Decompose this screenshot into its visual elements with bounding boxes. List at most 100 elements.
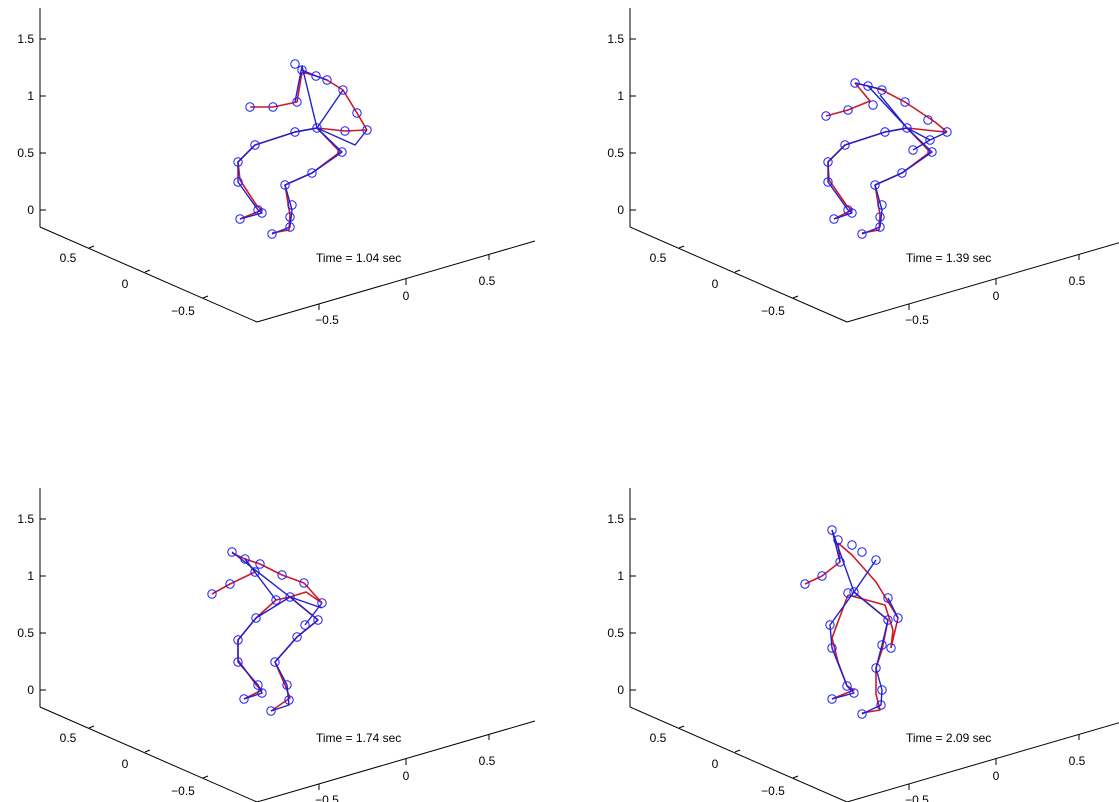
z-tick-label: 0 (617, 203, 624, 217)
blue-bone (831, 529, 855, 593)
joint-marker (823, 157, 833, 167)
y-axis-line (39, 226, 258, 323)
y-axis-line (629, 706, 848, 802)
joint-marker (902, 123, 912, 133)
y-tick (734, 749, 741, 753)
z-tick-label: 0.5 (17, 146, 34, 160)
joint-marker (257, 208, 267, 218)
joint-marker (290, 59, 300, 69)
joint-marker (850, 78, 860, 88)
blue-skeleton (827, 82, 948, 235)
joint-marker (870, 180, 880, 190)
z-tick-label: 0.5 (607, 146, 624, 160)
subplot-time-2-09: Time = 2.09 sec 0 0.5 1 1.5 0.5 0 −0.5 −0.5 0 0.5 (607, 488, 1119, 802)
y-tick-label: −0.5 (171, 304, 195, 318)
y-tick (678, 725, 685, 729)
blue-bone (827, 131, 886, 220)
joint-marker (282, 680, 292, 690)
joint-marker (849, 688, 859, 698)
z-tick-label: 0.5 (607, 626, 624, 640)
subplot-time-1-39: Time = 1.39 sec 0 0.5 1 1.5 0.5 0 −0.5 −0.5 0 0.5 (607, 8, 1119, 327)
blue-bone (912, 139, 931, 151)
joint-marker (835, 557, 845, 567)
joint-marker (877, 685, 887, 695)
blue-bone (231, 551, 291, 598)
y-tick (734, 269, 741, 273)
joint-marker (255, 559, 265, 569)
x-tick-label: −0.5 (315, 793, 339, 802)
z-tick-label: 1 (617, 89, 624, 103)
joint-markers (233, 59, 372, 239)
red-bone (833, 205, 853, 220)
y-tick-label: −0.5 (761, 304, 785, 318)
joint-marker (833, 535, 843, 545)
joint-marker (863, 81, 873, 91)
time-label: Time = 1.39 sec (906, 251, 991, 265)
joint-marker (307, 168, 317, 178)
y-axis-line (39, 706, 258, 802)
blue-bone (301, 65, 318, 129)
joint-marker (871, 555, 881, 565)
joint-marker (900, 97, 910, 107)
joint-marker (883, 593, 893, 603)
joint-marker (233, 177, 243, 187)
blue-bone (294, 127, 318, 133)
z-tick-label: 0 (27, 683, 34, 697)
joint-marker (270, 657, 280, 667)
blue-skeleton (237, 65, 368, 235)
joint-marker (267, 229, 277, 239)
x-tick-label: 0.5 (479, 274, 496, 288)
blue-bone (289, 596, 323, 609)
joint-marker (825, 620, 835, 630)
joint-marker (312, 123, 322, 133)
joint-marker (827, 643, 837, 653)
joint-marker (827, 525, 837, 535)
joint-marker (297, 65, 307, 75)
joint-marker (233, 635, 243, 645)
blue-bone (237, 617, 263, 700)
blue-bone (271, 127, 343, 235)
blue-bone (831, 529, 841, 563)
x-tick-label: 0 (403, 769, 410, 783)
joint-marker (266, 706, 276, 716)
joint-marker (285, 592, 295, 602)
red-bone (825, 82, 871, 117)
y-tick (202, 295, 209, 299)
joint-marker (322, 75, 332, 85)
time-label: Time = 2.09 sec (906, 731, 991, 745)
blue-bone (884, 127, 908, 133)
joint-marker (362, 125, 372, 135)
joint-marker (847, 540, 857, 550)
blue-bone (887, 597, 899, 619)
joint-marker (897, 168, 907, 178)
y-tick (144, 269, 151, 273)
joint-marker (271, 595, 281, 605)
joint-marker (240, 554, 250, 564)
joint-marker (817, 571, 827, 581)
red-bone (831, 685, 855, 700)
y-tick-label: −0.5 (171, 784, 195, 798)
joint-marker (857, 547, 867, 557)
blue-bone (316, 89, 344, 129)
time-label: Time = 1.04 sec (316, 251, 401, 265)
subplot-time-1-74: Time = 1.74 sec 0 0.5 1 1.5 0.5 0 −0.5 −0.5 0 0.5 (17, 488, 536, 802)
red-skeleton (211, 552, 323, 712)
joint-marker (251, 613, 261, 623)
red-bone (250, 71, 303, 108)
y-tick-label: 0 (712, 757, 719, 771)
joint-marker (239, 694, 249, 704)
joint-marker (800, 579, 810, 589)
joint-marker (277, 570, 287, 580)
joint-marker (893, 613, 903, 623)
joint-marker (857, 709, 867, 719)
z-tick-label: 0 (617, 683, 624, 697)
y-tick-label: 0 (122, 757, 129, 771)
joint-marker (299, 578, 309, 588)
joint-marker (257, 688, 267, 698)
joint-marker (942, 127, 952, 137)
axes: 0 0.5 1 1.5 0.5 0 −0.5 −0.5 0 0.5 (607, 488, 1119, 802)
blue-bone (879, 94, 908, 129)
joint-marker (875, 222, 885, 232)
z-tick-label: 1 (27, 89, 34, 103)
joint-marker (245, 102, 255, 112)
